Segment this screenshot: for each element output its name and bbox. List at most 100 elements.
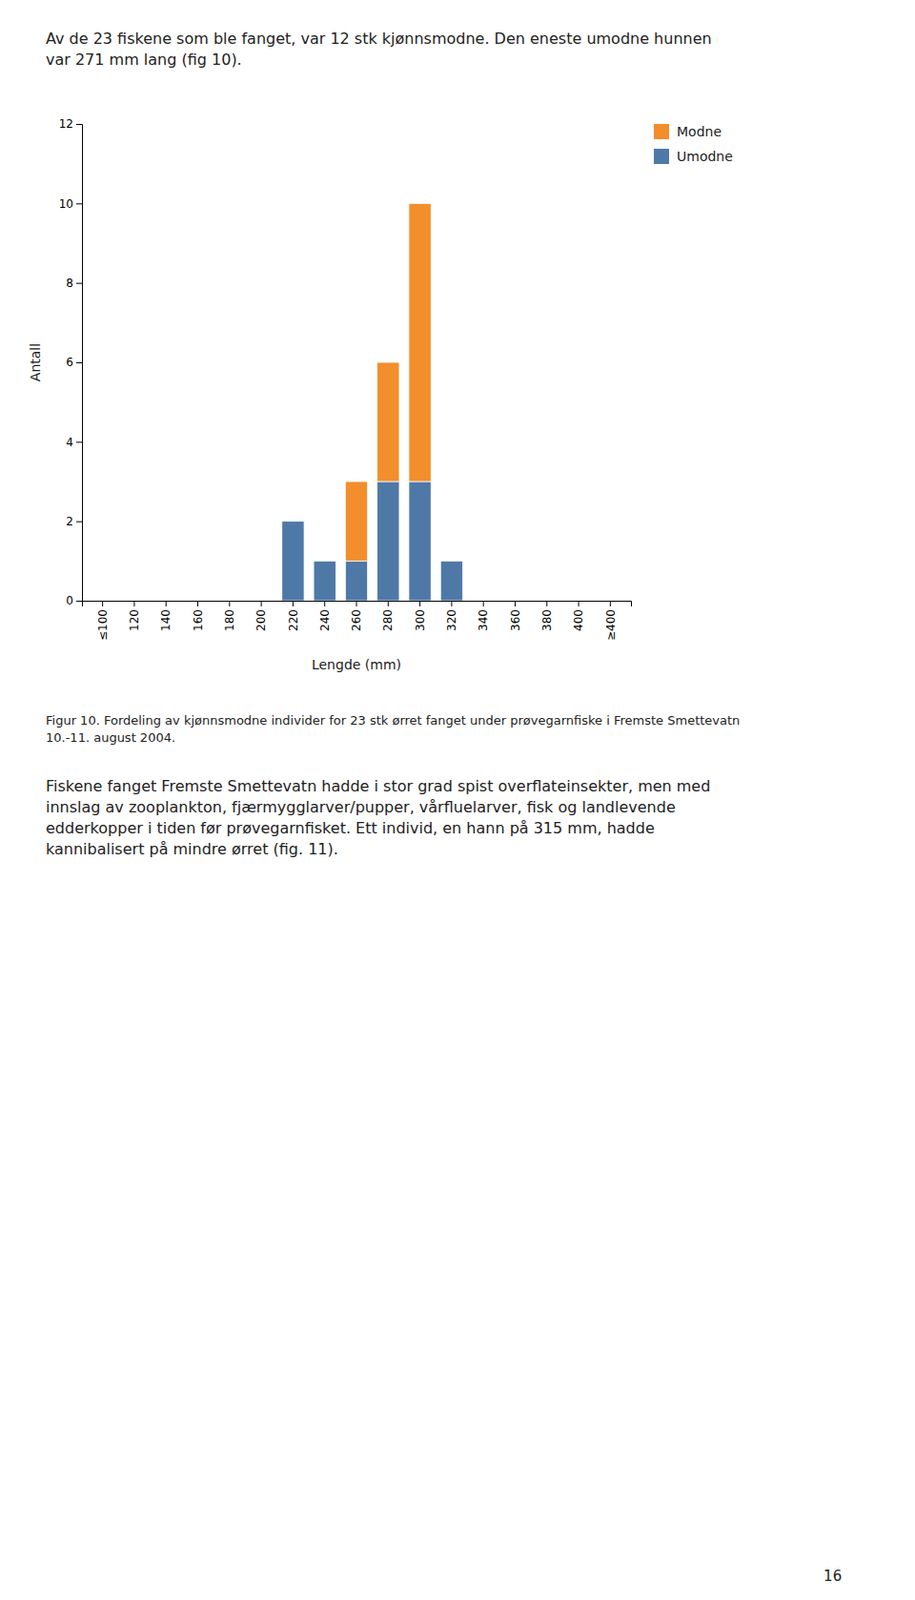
bars xyxy=(282,203,464,601)
bar xyxy=(599,600,622,602)
tick-label: 10 xyxy=(59,197,74,211)
tick: 300 xyxy=(413,600,427,631)
legend-label: Umodne xyxy=(676,148,733,164)
tick-mark xyxy=(610,600,611,607)
bar xyxy=(440,560,463,601)
tick: 280 xyxy=(381,600,395,631)
caption: Figur 10. Fordeling av kjønnsmodne indiv… xyxy=(45,712,740,745)
bar xyxy=(155,600,178,602)
tick: 120 xyxy=(127,600,142,631)
tick-mark xyxy=(76,441,82,443)
tick-label: ≤100 xyxy=(96,609,110,641)
tick-label: 260 xyxy=(349,609,364,631)
axis-line xyxy=(76,124,83,602)
legend-item: Umodne xyxy=(653,148,733,164)
tick: ≤100 xyxy=(96,600,110,641)
tick-label: 340 xyxy=(476,609,490,631)
tick-label: 220 xyxy=(286,609,301,631)
legend-swatch xyxy=(653,148,670,164)
bar xyxy=(408,481,431,601)
tick: 200 xyxy=(254,600,268,631)
tick-label: 280 xyxy=(381,609,395,631)
bar xyxy=(218,600,241,602)
tick: 360 xyxy=(508,600,523,631)
bar xyxy=(345,560,367,601)
bar xyxy=(377,481,400,601)
legend-swatch xyxy=(653,123,670,140)
bar xyxy=(186,600,209,602)
x-axis-title: Lengde (mm) xyxy=(311,656,402,672)
tick: 4 xyxy=(65,435,82,449)
bar xyxy=(567,600,590,602)
tick-label: 160 xyxy=(191,609,205,631)
bar xyxy=(567,600,590,602)
tick-mark xyxy=(101,600,103,607)
tick-mark xyxy=(261,600,263,607)
tick-label: ≥400 xyxy=(604,609,618,641)
legend: Modne Umodne xyxy=(653,123,733,164)
tick-mark xyxy=(76,362,82,364)
tick: 400 xyxy=(571,600,586,631)
bar xyxy=(218,600,241,602)
tick-label: 400 xyxy=(571,609,586,631)
bar xyxy=(408,203,431,482)
bar xyxy=(186,600,209,602)
tick-mark xyxy=(76,521,82,523)
bar xyxy=(313,560,336,601)
tick-mark xyxy=(197,600,199,607)
tick: 180 xyxy=(223,600,237,631)
bar xyxy=(535,600,558,602)
tick-label: 8 xyxy=(65,276,74,290)
legend-item: Modne xyxy=(653,123,722,140)
tick-mark xyxy=(324,600,326,607)
bar xyxy=(155,600,178,602)
tick: 220 xyxy=(286,600,301,631)
tick: ≥400 xyxy=(604,600,618,641)
bar xyxy=(122,600,145,602)
tick-mark xyxy=(76,600,82,602)
tick-mark xyxy=(228,600,230,607)
tick-mark xyxy=(356,600,358,607)
header-text: Av de 23 fiskene som ble fanget, var 12 … xyxy=(45,29,712,69)
bar xyxy=(504,600,527,602)
chart: 024681012≤100120140160180200220240260280… xyxy=(27,117,733,672)
bar xyxy=(535,600,558,602)
tick: 260 xyxy=(349,600,364,631)
tick-label: 2 xyxy=(65,514,74,529)
tick-label: 180 xyxy=(223,609,237,631)
tick-mark xyxy=(76,283,82,285)
axis-line xyxy=(82,601,632,608)
tick-label: 320 xyxy=(445,609,459,631)
tick: 2 xyxy=(65,514,82,529)
tick-label: 380 xyxy=(540,609,554,631)
tick: 10 xyxy=(59,197,82,211)
bar xyxy=(122,600,145,602)
tick: 340 xyxy=(476,600,490,631)
page-number: 16 xyxy=(823,1566,842,1585)
bar xyxy=(282,520,305,522)
bar xyxy=(282,521,305,601)
tick-mark xyxy=(165,600,167,607)
tick-mark xyxy=(514,600,516,607)
y-axis-title: Antall xyxy=(27,343,43,382)
tick: 380 xyxy=(540,600,554,631)
tick-label: 0 xyxy=(65,593,74,608)
tick-label: 240 xyxy=(318,609,332,631)
tick: 140 xyxy=(159,600,173,631)
tick-mark xyxy=(76,123,82,125)
tick-label: 4 xyxy=(65,435,74,449)
tick: 0 xyxy=(65,593,82,608)
page: Av de 23 fiskene som ble fanget, var 12 … xyxy=(0,0,915,1600)
bar xyxy=(377,362,400,482)
tick-mark xyxy=(450,600,452,607)
bar xyxy=(599,600,622,602)
bar xyxy=(440,560,463,562)
tick-mark xyxy=(76,203,82,204)
tick-label: 12 xyxy=(59,117,74,131)
tick-mark xyxy=(387,600,389,607)
tick-mark xyxy=(578,600,580,607)
y-axis: 024681012 xyxy=(59,117,83,608)
tick-mark xyxy=(133,600,135,607)
tick-label: 300 xyxy=(413,609,427,631)
tick: 320 xyxy=(445,600,459,631)
